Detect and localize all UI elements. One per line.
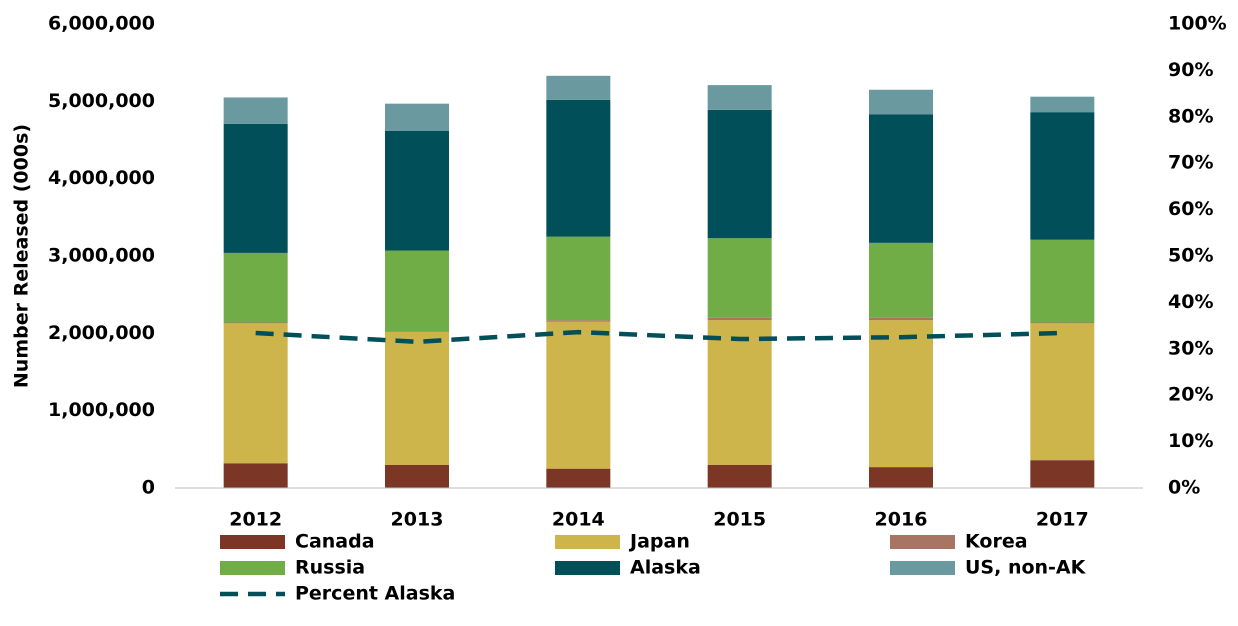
bar — [546, 468, 611, 488]
bar — [1030, 96, 1095, 113]
bar — [1030, 322, 1095, 324]
bar — [546, 99, 611, 237]
bar — [223, 123, 288, 253]
y-tick-label: 3,000,000 — [48, 245, 155, 267]
y2-tick-label: 10% — [1168, 430, 1213, 452]
bar — [546, 236, 611, 321]
legend-label: US, non-AK — [965, 557, 1087, 579]
bar — [385, 464, 449, 488]
bar — [223, 97, 288, 124]
bar — [869, 114, 933, 243]
legend-label: Japan — [628, 531, 690, 553]
y-tick-label: 2,000,000 — [48, 322, 155, 344]
legend-label: Alaska — [630, 557, 701, 579]
bar — [385, 331, 449, 465]
legend-swatch — [890, 535, 955, 549]
x-tick-label: 2015 — [713, 509, 766, 531]
bar — [546, 321, 611, 469]
legend-label: Korea — [965, 531, 1028, 553]
bar — [223, 252, 288, 323]
y2-tick-label: 70% — [1168, 152, 1213, 174]
x-tick-label: 2016 — [875, 509, 928, 531]
y2-tick-label: 50% — [1168, 245, 1213, 267]
legend-swatch — [555, 561, 620, 575]
legend-label: Canada — [295, 531, 375, 553]
bar — [869, 317, 933, 321]
bar — [869, 320, 933, 468]
bar — [1030, 460, 1095, 488]
legend-swatch — [220, 561, 285, 575]
bar — [385, 250, 449, 332]
line — [255, 329, 1063, 345]
bar — [223, 323, 288, 464]
bar — [707, 85, 772, 110]
y2-tick-label: 20% — [1168, 384, 1213, 406]
bar — [385, 331, 449, 332]
bar — [707, 317, 772, 321]
legend-label: Percent Alaska — [295, 583, 455, 605]
bar — [1030, 323, 1095, 461]
bar — [223, 322, 288, 324]
y-tick-label: 5,000,000 — [48, 90, 155, 112]
y2-tick-label: 40% — [1168, 291, 1213, 313]
y2-tick-label: 100% — [1168, 13, 1227, 35]
y2-tick-label: 60% — [1168, 198, 1213, 220]
legend-swatch — [220, 535, 285, 549]
y-tick-label: 0 — [142, 477, 155, 499]
bar — [546, 75, 611, 100]
legend-swatch — [555, 535, 620, 549]
bar — [546, 320, 611, 322]
y-tick-label: 6,000,000 — [48, 13, 155, 35]
bar — [869, 467, 933, 488]
bar — [707, 320, 772, 465]
y2-tick-label: 80% — [1168, 105, 1213, 127]
y2-tick-label: 0% — [1168, 477, 1200, 499]
bar — [223, 463, 288, 488]
legend-label: Russia — [295, 557, 365, 579]
bar — [869, 89, 933, 115]
x-tick-label: 2014 — [552, 509, 605, 531]
bar — [707, 464, 772, 488]
y-tick-label: 4,000,000 — [48, 167, 155, 189]
bar — [707, 238, 772, 318]
y-axis-title: Number Released (000s) — [11, 124, 33, 388]
bar — [385, 103, 449, 131]
bar — [707, 109, 772, 239]
x-tick-label: 2012 — [229, 509, 282, 531]
y2-tick-label: 90% — [1168, 59, 1213, 81]
legend-swatch — [890, 561, 955, 575]
x-tick-label: 2013 — [391, 509, 444, 531]
bar — [869, 242, 933, 318]
bar — [1030, 112, 1095, 240]
x-tick-label: 2017 — [1036, 509, 1089, 531]
bar — [385, 130, 449, 251]
y2-tick-label: 30% — [1168, 337, 1213, 359]
y-tick-label: 1,000,000 — [48, 399, 155, 421]
bar — [1030, 239, 1095, 323]
